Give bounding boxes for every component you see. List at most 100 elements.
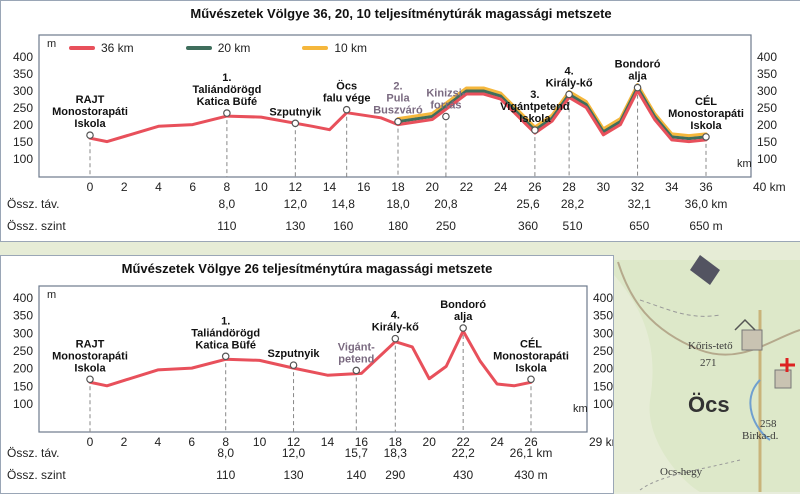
waypoint-label: Monostorapáti xyxy=(52,106,128,118)
x-axis-max-label: 40 km xyxy=(753,180,786,193)
x-tick-label: 14 xyxy=(321,435,335,449)
x-tick-label: 8 xyxy=(224,180,231,193)
legend: 36 km 20 km 10 km xyxy=(69,41,367,55)
x-tick-label: 10 xyxy=(254,180,268,193)
stats-value: 12,0 xyxy=(281,446,306,460)
waypoint-label: Szputnyik xyxy=(268,348,321,360)
stats-value: 36,0 km xyxy=(684,197,728,211)
y-tick-label-left: 150 xyxy=(13,379,33,393)
y-tick-label-right: 250 xyxy=(757,101,777,115)
waypoint-label: Monostorapáti xyxy=(668,108,744,120)
waypoint-marker xyxy=(394,117,402,126)
map-label-koris-height: 271 xyxy=(700,357,717,369)
waypoint-marker xyxy=(291,119,300,128)
waypoint-label: petend xyxy=(338,353,374,365)
profile-panel-26km: Művészetek Völgye 26 teljesítménytúra ma… xyxy=(0,255,614,494)
y-tick-label-left: 400 xyxy=(13,291,33,305)
series-line-36km xyxy=(88,89,708,144)
y-tick-label-right: 100 xyxy=(593,397,613,411)
map-label-birka: Birka-d. xyxy=(742,430,779,442)
waypoint-label: Iskola xyxy=(515,362,547,374)
waypoint-label: Katica Büfé xyxy=(197,96,258,108)
y-tick-label-right: 400 xyxy=(757,50,777,64)
stats-value: 430 m xyxy=(514,468,548,482)
stats-value: 110 xyxy=(216,468,236,482)
stats-value: 8,0 xyxy=(217,446,235,460)
stats-value: 8,0 xyxy=(218,197,236,211)
x-axis-max-label: 29 km xyxy=(589,435,613,449)
y-axis-unit-label: m xyxy=(47,289,56,301)
waypoint-marker xyxy=(442,112,450,121)
stats-value: 160 xyxy=(333,219,354,233)
x-tick-label: 4 xyxy=(155,180,162,193)
y-tick-label-left: 400 xyxy=(13,50,33,64)
x-tick-label: 22 xyxy=(456,435,470,449)
x-tick-label: 18 xyxy=(391,180,405,193)
waypoint-label: Vigánt- xyxy=(338,341,375,353)
y-tick-label-right: 300 xyxy=(593,326,613,340)
x-tick-label: 32 xyxy=(631,180,645,193)
waypoint-marker xyxy=(633,83,642,92)
legend-label-20km: 20 km xyxy=(217,41,251,55)
waypoint-marker xyxy=(531,126,539,134)
y-tick-label-left: 200 xyxy=(13,362,33,376)
waypoint-label: Pula xyxy=(386,93,410,105)
stats-value: 25,6 xyxy=(516,197,540,211)
stats-value: 430 xyxy=(453,468,474,482)
x-tick-label: 24 xyxy=(490,435,504,449)
x-tick-label: 0 xyxy=(87,180,94,193)
x-tick-label: 16 xyxy=(357,180,371,193)
waypoint-label: Monostorapáti xyxy=(493,350,569,362)
stats-value: 290 xyxy=(385,468,406,482)
stats-value: 130 xyxy=(283,468,304,482)
x-tick-label: 4 xyxy=(155,435,162,449)
map-label-birka-height: 258 xyxy=(760,418,777,430)
x-tick-label: 18 xyxy=(389,435,403,449)
waypoint-marker xyxy=(86,131,94,140)
plot-frame xyxy=(38,285,588,433)
waypoint-label: 3. xyxy=(530,89,539,101)
x-axis-unit-label: km xyxy=(573,403,588,415)
x-tick-label: 16 xyxy=(355,435,369,449)
waypoint-marker xyxy=(702,133,710,141)
stats-row-label: Össz. táv. xyxy=(7,197,60,211)
series-line-route xyxy=(88,329,533,388)
x-tick-label: 10 xyxy=(253,435,267,449)
stats-elevation-row: Össz. szint 110 130 140 290 430 430 m xyxy=(1,468,613,484)
y-tick-label-left: 300 xyxy=(13,84,33,98)
chart-title: Művészetek Völgye 36, 20, 10 teljesítmén… xyxy=(190,6,612,21)
waypoint-label: CÉL xyxy=(520,337,542,350)
x-tick-label: 12 xyxy=(289,180,303,193)
y-tick-label-right: 100 xyxy=(757,152,777,166)
waypoint-label: falu vége xyxy=(323,93,371,105)
waypoint-marker xyxy=(527,375,535,384)
stats-value: 510 xyxy=(562,219,583,233)
waypoint-marker xyxy=(223,109,231,117)
y-tick-label-left: 200 xyxy=(13,118,33,132)
x-tick-label: 26 xyxy=(524,435,538,449)
stats-value: 18,0 xyxy=(386,197,410,211)
y-axis-unit-label: m xyxy=(47,38,56,50)
x-axis-unit-label: km xyxy=(737,158,752,170)
stats-value: 180 xyxy=(387,219,409,233)
y-tick-label-right: 350 xyxy=(757,67,777,81)
stats-value: 12,0 xyxy=(283,197,308,211)
waypoint-marker xyxy=(86,375,94,384)
waypoint-label: 4. xyxy=(391,310,400,322)
waypoint-label: Iskola xyxy=(519,113,551,125)
x-tick-label: 8 xyxy=(222,435,229,449)
y-tick-label-right: 200 xyxy=(593,362,613,376)
y-tick-label-right: 350 xyxy=(593,309,613,323)
stats-value: 22,2 xyxy=(451,446,475,460)
waypoint-marker xyxy=(391,334,400,343)
map-label-ocs: Öcs xyxy=(688,392,730,417)
y-tick-label-left: 300 xyxy=(13,326,33,340)
stats-value: 14,8 xyxy=(331,197,355,211)
x-tick-label: 20 xyxy=(423,435,437,449)
stats-value: 15,7 xyxy=(344,446,368,460)
y-tick-label-left: 350 xyxy=(13,67,33,81)
waypoint-label: Taliándörögd xyxy=(192,84,261,96)
waypoint-label: CÉL xyxy=(695,95,717,108)
waypoint-marker xyxy=(352,366,361,375)
